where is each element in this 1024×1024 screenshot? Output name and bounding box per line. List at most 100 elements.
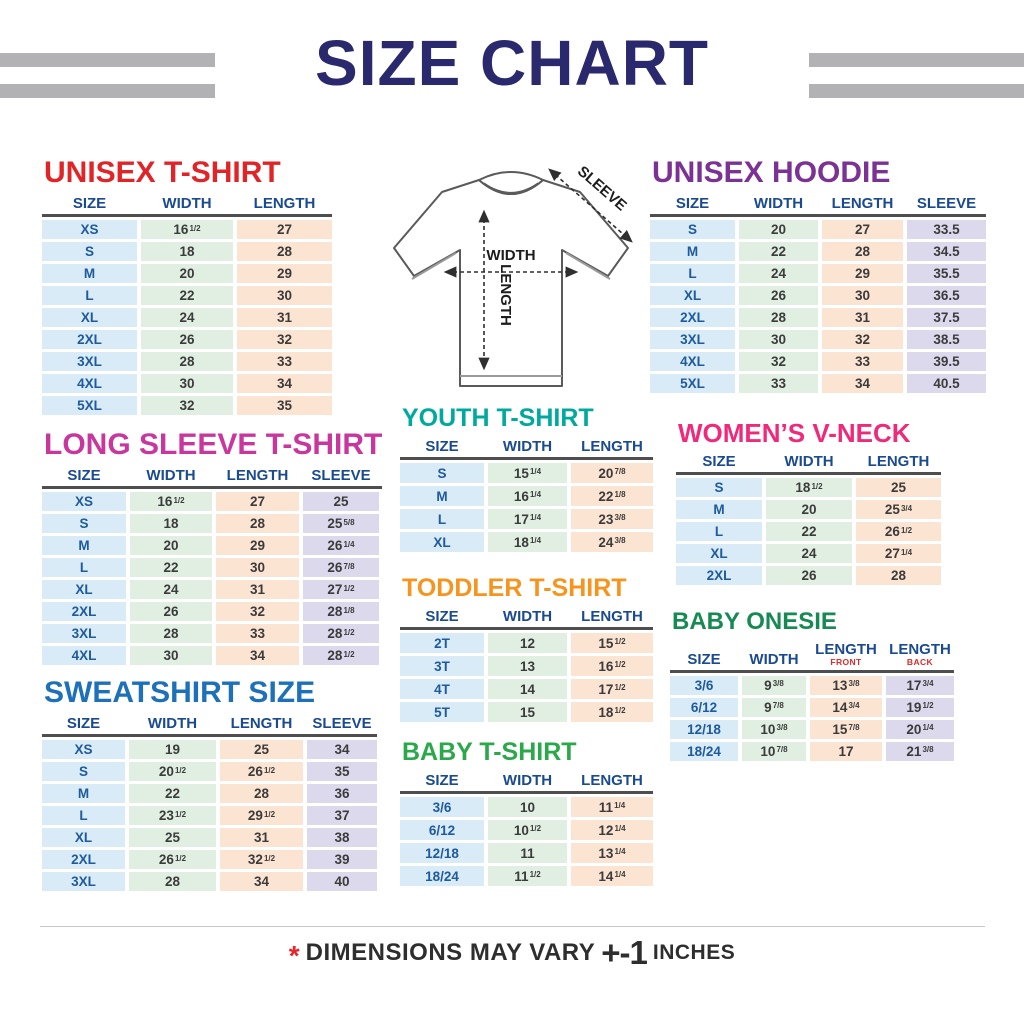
- table-row: 4T 14 17 1/2: [400, 679, 653, 699]
- section-title: BABY ONESIE: [672, 608, 837, 635]
- cell-size: 3/6: [400, 797, 484, 817]
- tshirt-outline-icon: WIDTH LENGTH SLEEVE: [393, 163, 633, 387]
- table-row: 5XL 33 34 40.5: [650, 374, 986, 393]
- cell-sleeve: 37: [307, 806, 377, 825]
- column-header: WIDTH: [162, 195, 212, 212]
- table-row: L 22 30 26 7/8: [42, 558, 382, 577]
- header-rule-left-bottom: [0, 84, 215, 98]
- cell-width: 28: [130, 624, 212, 643]
- cell-length: 29: [216, 536, 299, 555]
- cell-sleeve: 36: [307, 784, 377, 803]
- footer-note: * DIMENSIONS MAY VARY +-1 INCHES: [0, 936, 1024, 969]
- table-row: 3/6 9 3/8 13 3/8 17 3/4: [670, 675, 954, 695]
- table-row: XL 26 30 36.5: [650, 286, 986, 305]
- cell-width: 10 3/8: [742, 719, 806, 739]
- cell-length_front: 14 3/4: [810, 697, 882, 717]
- cell-size: 2XL: [42, 602, 126, 621]
- size-table: SIZE WIDTH LENGTH SLEEVE S 20 27 33.5 M 22 28 34.5 L…: [650, 196, 986, 393]
- cell-size: S: [42, 762, 125, 781]
- cell-width: 23 1/2: [129, 806, 216, 825]
- table-row: XS 16 1/2 27: [42, 220, 332, 239]
- cell-length: 13 1/4: [571, 843, 653, 863]
- column-header: WIDTH: [502, 608, 553, 625]
- cell-length_back: 20 1/4: [886, 719, 954, 739]
- cell-length: 34: [822, 374, 903, 393]
- cell-length: 24 3/8: [571, 532, 653, 552]
- cell-size: 3XL: [650, 330, 735, 349]
- table-row: 6/12 10 1/2 12 1/4: [400, 820, 653, 840]
- cell-width: 28: [739, 308, 818, 327]
- column-header: SIZE: [66, 715, 101, 732]
- cell-sleeve: 36.5: [907, 286, 986, 305]
- table-row: S 15 1/4 20 7/8: [400, 463, 653, 483]
- cell-size: L: [676, 522, 762, 541]
- table-row: 2XL 28 31 37.5: [650, 308, 986, 327]
- table-row: 12/18 11 13 1/4: [400, 843, 653, 863]
- column-header: LENGTH: [581, 438, 643, 455]
- table-row: S 20 27 33.5: [650, 220, 986, 239]
- cell-width: 22: [129, 784, 216, 803]
- column-header: WIDTH: [753, 195, 804, 212]
- column-header: WIDTH: [147, 715, 198, 732]
- size-table: SIZE WIDTH LENGTH FRONT LENGTH BACK 3/6 9 3/8 13 3…: [670, 642, 954, 761]
- cell-size: 3XL: [42, 352, 137, 371]
- cell-sleeve: 40.5: [907, 374, 986, 393]
- cell-size: M: [42, 264, 137, 283]
- cell-width: 20: [130, 536, 212, 555]
- cell-sleeve: 34: [307, 740, 377, 759]
- table-row: 18/24 11 1/2 14 1/4: [400, 866, 653, 886]
- cell-width: 32: [739, 352, 818, 371]
- table-row: 18/24 10 7/8 17 21 3/8: [670, 741, 954, 761]
- table-row: 2T 12 15 1/2: [400, 633, 653, 653]
- column-header: LENGTH BACK: [886, 642, 954, 667]
- cell-width: 24: [739, 264, 818, 283]
- width-arrow-label: WIDTH: [486, 247, 535, 264]
- cell-length: 28: [220, 784, 303, 803]
- cell-sleeve: 38: [307, 828, 377, 847]
- cell-length: 29: [237, 264, 332, 283]
- cell-width: 18: [141, 242, 233, 261]
- column-header: SIZE: [702, 453, 736, 470]
- column-header: WIDTH: [784, 453, 834, 470]
- cell-length: 27: [822, 220, 903, 239]
- table-row: 5XL 32 35: [42, 396, 332, 415]
- cell-width: 16 1/4: [488, 486, 567, 506]
- cell-width: 26 1/2: [129, 850, 216, 869]
- footer-plus-minus: +-1: [601, 934, 648, 971]
- cell-width: 11: [488, 843, 567, 863]
- cell-sleeve: 26 7/8: [303, 558, 379, 577]
- table-row: XL 24 27 1/4: [676, 544, 941, 563]
- table-row: XS 16 1/2 27 25: [42, 492, 382, 511]
- cell-length: 12 1/4: [571, 820, 653, 840]
- cell-length: 30: [237, 286, 332, 305]
- cell-width: 15 1/4: [488, 463, 567, 483]
- cell-length: 16 1/2: [571, 656, 653, 676]
- cell-width: 26: [130, 602, 212, 621]
- cell-length: 28: [237, 242, 332, 261]
- cell-size: XL: [400, 532, 484, 552]
- cell-size: S: [650, 220, 735, 239]
- section-title: WOMEN’S V-NECK: [678, 418, 911, 448]
- cell-size: S: [42, 242, 137, 261]
- table-row: XS 19 25 34: [42, 740, 377, 759]
- cell-length: 28: [822, 242, 903, 261]
- cell-length: 30: [822, 286, 903, 305]
- cell-width: 22: [141, 286, 233, 305]
- cell-sleeve: 34.5: [907, 242, 986, 261]
- cell-size: 6/12: [400, 820, 484, 840]
- cell-sleeve: 25 5/8: [303, 514, 379, 533]
- size-table: SIZE WIDTH LENGTH 2T 12 15 1/2 3T 13 16 1/2 4T 14 17 1…: [400, 609, 653, 722]
- cell-size: 4XL: [650, 352, 735, 371]
- column-header: WIDTH: [502, 772, 553, 789]
- size-table: SIZE WIDTH LENGTH SLEEVE XS 16 1/2 27 25 S 18 28 25 5…: [42, 468, 383, 665]
- table-row: M 22 28 36: [42, 784, 377, 803]
- cell-size: 4XL: [42, 646, 126, 665]
- cell-sleeve: 39: [307, 850, 377, 869]
- cell-width: 11 1/2: [488, 866, 567, 886]
- table-header-row: SIZE WIDTH LENGTH SLEEVE: [42, 716, 377, 737]
- cell-size: XL: [42, 828, 125, 847]
- cell-length: 26 1/2: [856, 522, 941, 541]
- section-womens-vneck: WOMEN’S V-NECK SIZE WIDTH LENGTH S 18 1/2 25 M 2…: [676, 420, 941, 585]
- cell-sleeve: 27 1/2: [303, 580, 379, 599]
- cell-length: 32 1/2: [220, 850, 303, 869]
